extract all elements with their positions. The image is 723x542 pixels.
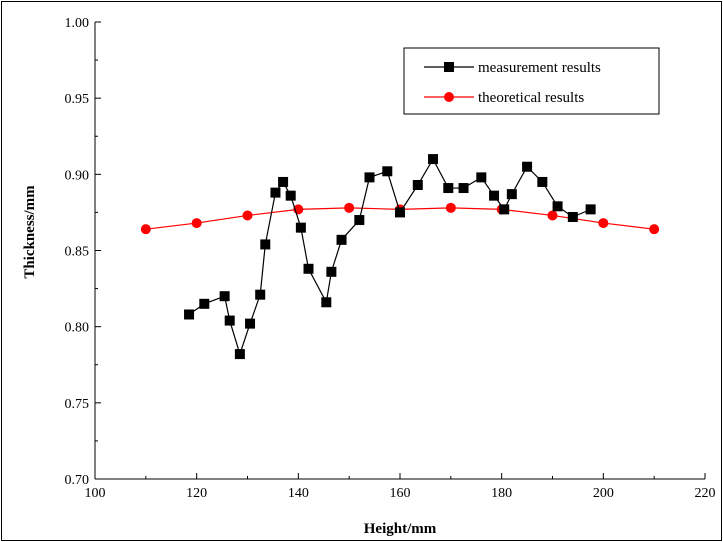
measurement-point <box>412 179 423 190</box>
y-tick-label: 0.75 <box>65 397 90 412</box>
measurement-point <box>234 349 245 360</box>
theoretical-point <box>547 210 558 221</box>
ticks: 100 120 140 160 180 200 220 0.70 0.75 0.80 0.85 0.9… <box>65 16 716 501</box>
measurement-point <box>506 189 517 200</box>
measurement-point <box>321 297 332 308</box>
measurement-point <box>336 234 347 245</box>
x-tick-label: 220 <box>695 486 716 501</box>
measurement-point <box>326 266 337 277</box>
measurement-point <box>303 263 314 274</box>
theoretical-point <box>445 202 456 213</box>
measurement-point <box>255 289 266 300</box>
legend: measurement results theoretical results <box>403 47 660 115</box>
legend-marker-measurement <box>444 62 454 72</box>
measurement-point <box>395 207 405 218</box>
x-axis-title: Height/mm <box>364 521 437 537</box>
x-tick-label: 160 <box>390 486 411 501</box>
measurement-point <box>278 176 289 187</box>
x-tick-label: 120 <box>186 486 207 501</box>
measurement-point <box>567 211 578 222</box>
theoretical-point <box>649 224 660 235</box>
legend-label-theoretical: theoretical results <box>478 90 584 106</box>
theoretical-point <box>140 224 151 235</box>
measurement-point <box>458 183 469 194</box>
measurement-point <box>522 161 533 172</box>
x-tick-label: 180 <box>491 486 512 501</box>
y-tick-label: 1.00 <box>65 16 90 31</box>
measurement-point <box>270 187 281 198</box>
y-tick-label: 0.70 <box>65 473 90 488</box>
measurement-point <box>489 190 500 201</box>
theoretical-point <box>191 218 202 229</box>
x-tick-label: 200 <box>593 486 614 501</box>
measurement-point <box>260 239 271 250</box>
theoretical-point <box>598 218 609 229</box>
measurement-point <box>219 291 230 302</box>
measurement-point <box>354 215 365 226</box>
y-axis-title: Thickness/mm <box>22 185 38 279</box>
y-tick-label: 0.85 <box>65 245 90 260</box>
measurement-point <box>224 315 235 326</box>
measurement-point <box>382 166 393 177</box>
y-tick-label: 0.80 <box>65 321 90 336</box>
measurement-point <box>428 154 439 165</box>
measurement-point <box>476 172 487 183</box>
measurement-point <box>443 183 454 194</box>
measurement-point <box>364 172 375 183</box>
measurement-point <box>499 204 510 215</box>
measurement-point <box>585 204 596 215</box>
theoretical-point <box>242 210 253 221</box>
measurement-point <box>199 298 210 309</box>
measurement-point <box>295 222 306 233</box>
measurement-point <box>245 318 256 329</box>
measurement-point <box>537 176 548 187</box>
legend-box <box>403 47 660 115</box>
y-tick-label: 0.95 <box>65 92 90 107</box>
series-layer <box>140 154 660 360</box>
measurement-point <box>285 190 296 201</box>
measurement-point <box>552 201 563 212</box>
x-tick-label: 140 <box>288 486 309 501</box>
x-tick-label: 100 <box>85 486 106 501</box>
theoretical-point <box>344 202 355 213</box>
legend-marker-theoretical <box>444 92 454 102</box>
y-tick-label: 0.90 <box>65 168 90 183</box>
measurement-point <box>184 309 195 320</box>
legend-label-measurement: measurement results <box>478 60 601 76</box>
